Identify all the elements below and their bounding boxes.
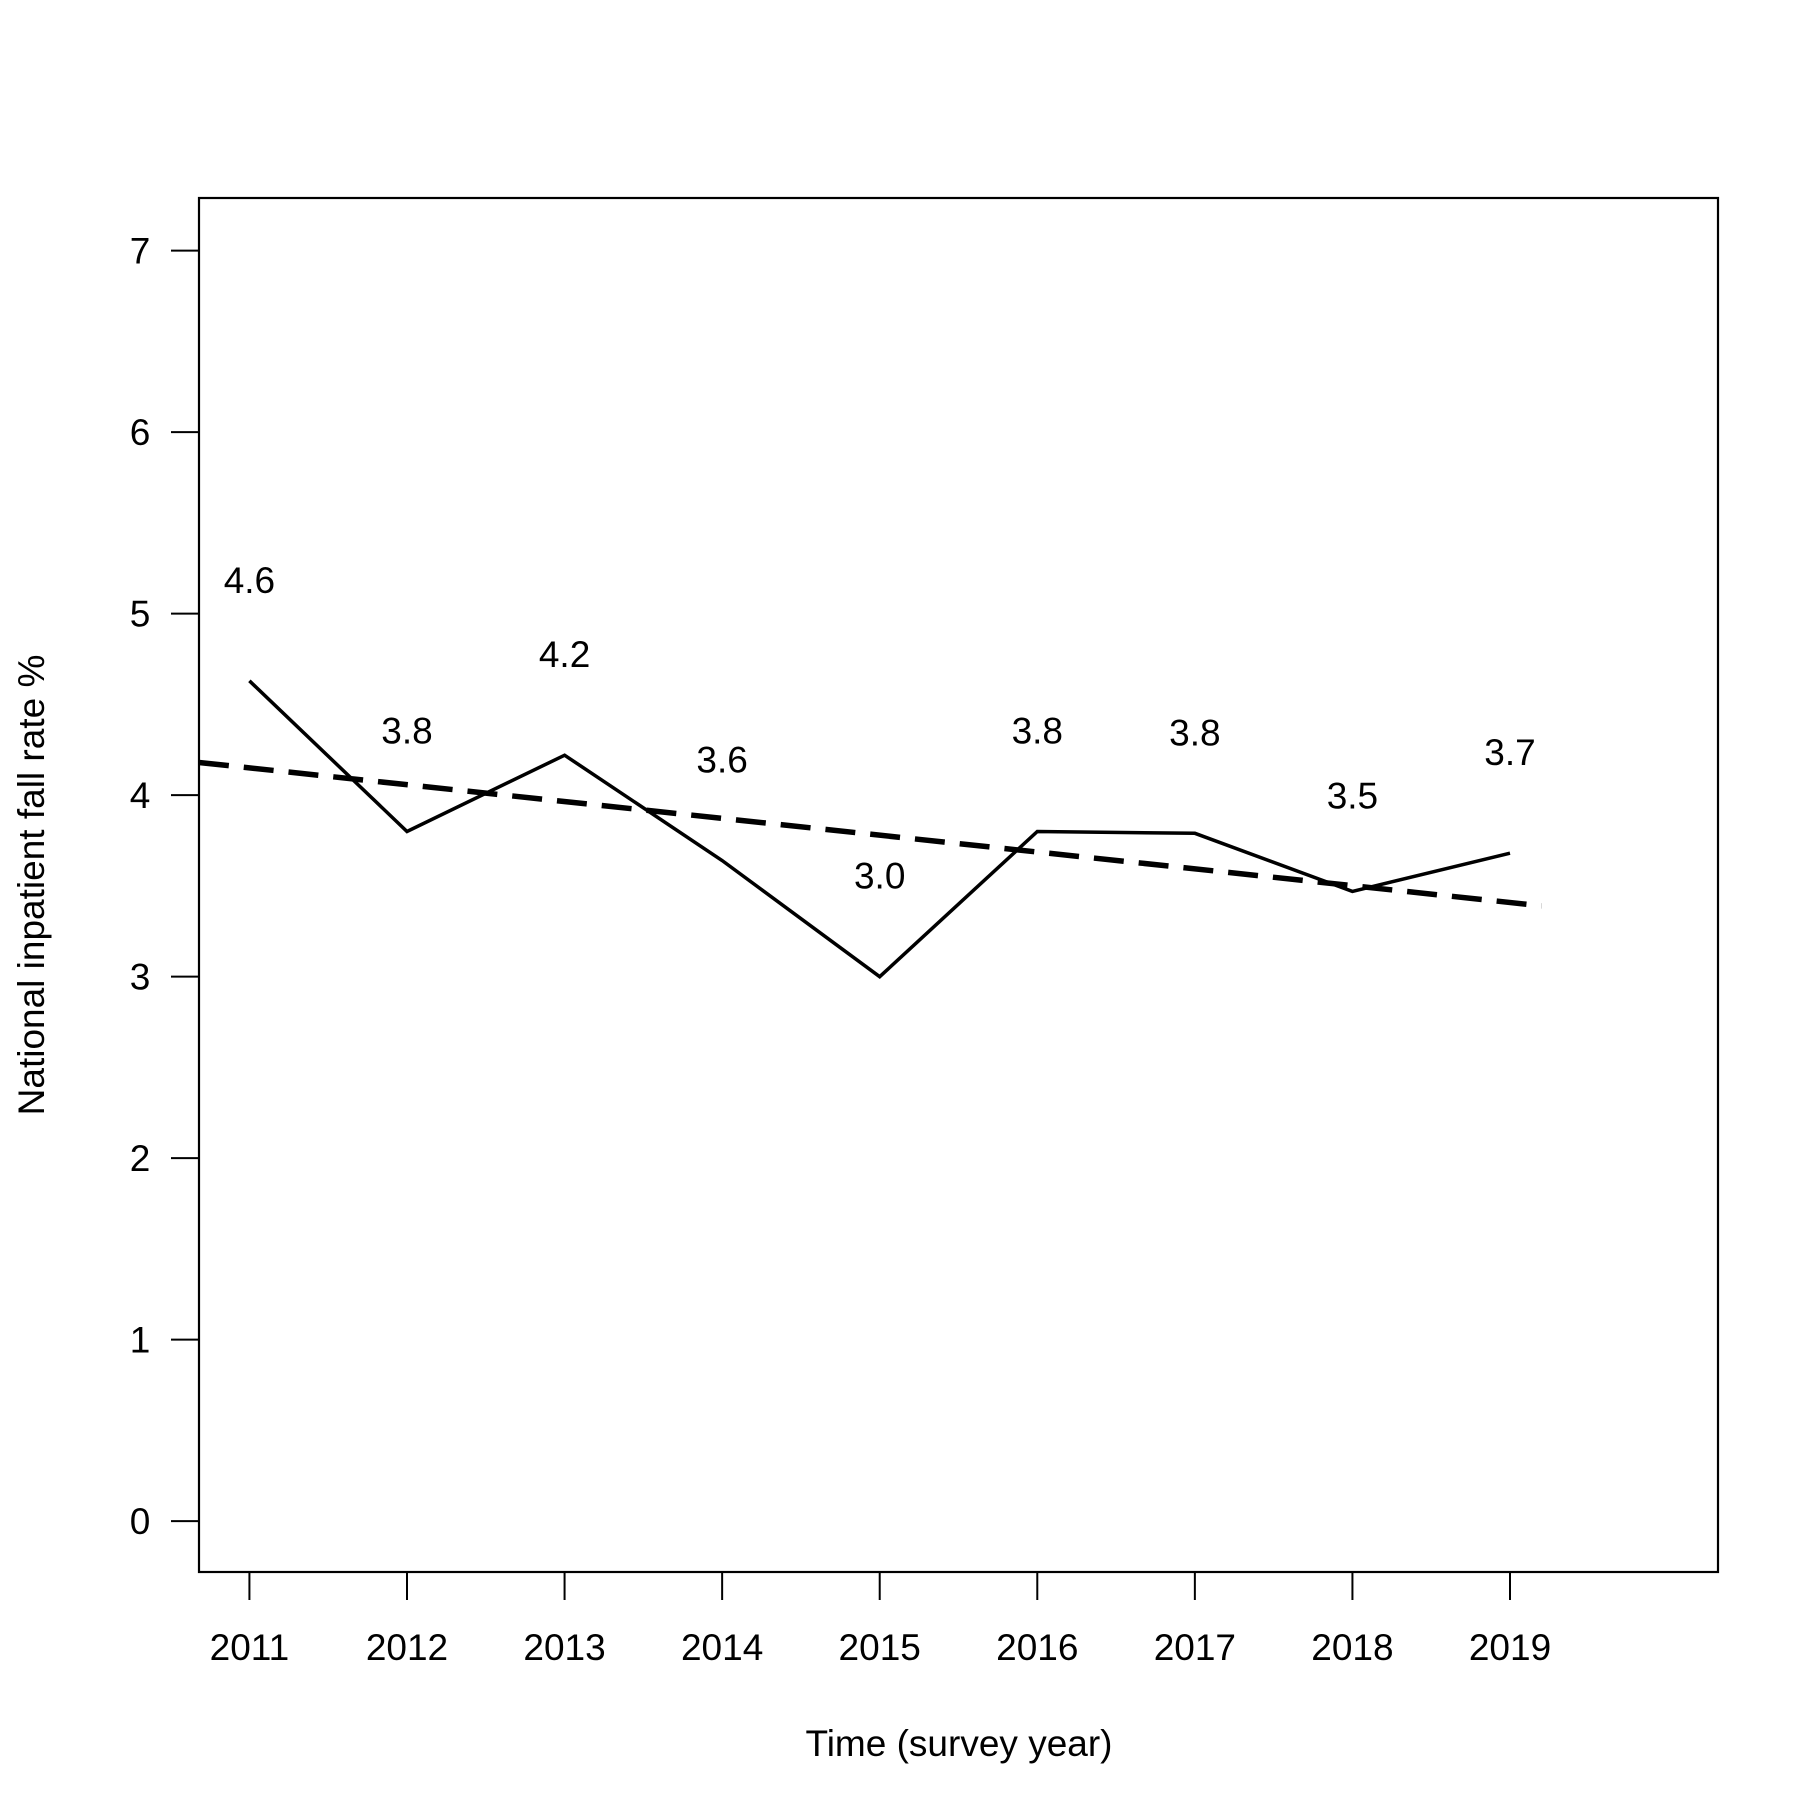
observed-rate-line xyxy=(248,679,1511,979)
x-axis-title: Time (survey year) xyxy=(805,1723,1112,1764)
x-tick-label: 2018 xyxy=(1311,1627,1393,1668)
x-axis: 2011 2012 2013 2014 2015 2016 2017 2018 2019 xyxy=(210,1572,1551,1668)
y-tick-label: 0 xyxy=(130,1501,151,1542)
data-label: 4.6 xyxy=(224,560,275,601)
data-label: 3.0 xyxy=(854,856,905,897)
y-tick-label: 4 xyxy=(130,775,151,816)
y-tick-label: 6 xyxy=(130,412,151,453)
x-tick-label: 2011 xyxy=(210,1627,290,1668)
x-tick-label: 2014 xyxy=(681,1627,763,1668)
y-tick-label: 2 xyxy=(130,1138,151,1179)
y-axis: 0 1 2 3 4 5 6 7 xyxy=(130,231,199,1542)
y-axis-title: National inpatient fall rate % xyxy=(11,655,52,1116)
data-label: 3.5 xyxy=(1327,775,1378,816)
x-tick-label: 2013 xyxy=(523,1627,605,1668)
data-label: 4.2 xyxy=(539,634,590,675)
x-tick-label: 2019 xyxy=(1469,1627,1551,1668)
x-tick-label: 2017 xyxy=(1154,1627,1236,1668)
data-label-layer: 4.6 3.8 4.2 3.6 3.0 3.8 3.8 3.5 3.7 xyxy=(224,560,1536,897)
data-label: 3.8 xyxy=(381,710,432,751)
x-tick-label: 2016 xyxy=(996,1627,1078,1668)
data-label: 3.7 xyxy=(1484,732,1535,773)
x-tick-label: 2015 xyxy=(839,1627,921,1668)
data-label: 3.8 xyxy=(1169,712,1220,753)
series-layer xyxy=(198,679,1542,979)
plot-frame xyxy=(197,196,1720,1574)
data-label: 3.8 xyxy=(1012,710,1063,751)
trend-line xyxy=(198,759,1542,909)
y-tick-label: 7 xyxy=(130,231,151,272)
x-tick-label: 2012 xyxy=(366,1627,448,1668)
y-tick-label: 1 xyxy=(130,1320,151,1361)
y-tick-label: 5 xyxy=(130,594,151,635)
y-tick-label: 3 xyxy=(130,957,151,998)
data-label: 3.6 xyxy=(696,739,747,780)
